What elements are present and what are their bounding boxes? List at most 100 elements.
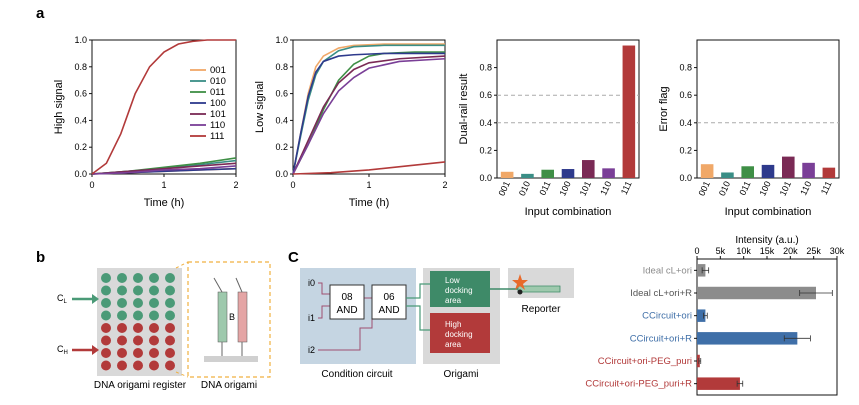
category-label: CCircuit+ori (642, 311, 692, 322)
gate-06-and (371, 284, 407, 320)
category-label: Ideal cL+ori (643, 265, 692, 276)
series-line-100 (292, 52, 445, 175)
x-tick-label: 110 (798, 180, 813, 197)
hbar (697, 286, 816, 300)
register-dot (117, 360, 127, 371)
register-dot (101, 323, 111, 333)
legend-label: 101 (210, 109, 226, 120)
register-dot (133, 360, 143, 371)
y-tick-label: 0.0 (74, 169, 87, 179)
x-tick-label: 001 (497, 180, 512, 198)
register-background (97, 268, 182, 376)
bar-010 (721, 172, 734, 178)
y-tick-label: 0.4 (679, 118, 692, 128)
x-tick-label: 001 (697, 180, 712, 198)
bar-101 (581, 160, 595, 178)
register-dot (101, 360, 111, 371)
register-dot (149, 273, 159, 283)
bar-101 (781, 156, 795, 178)
bar-001 (700, 164, 714, 178)
category-label: Ideal cL+ori+R (630, 288, 692, 299)
register-dot (133, 348, 143, 358)
svg-text:docking: docking (445, 330, 473, 339)
y-axis-label: Low signal (254, 81, 266, 133)
reporter-label: Reporter (522, 304, 562, 315)
register-dot (165, 335, 175, 346)
series-line-010 (292, 44, 445, 175)
panel-b: CL CH B DNA origami register DNA origami (57, 261, 271, 391)
x-tick-label: 20k (783, 246, 798, 256)
register-dot (117, 323, 127, 333)
bar-011 (741, 166, 755, 178)
bar-110 (602, 168, 615, 178)
y-tick-label: 0.6 (679, 90, 692, 100)
register-dot (117, 310, 127, 321)
x-tick-label: 25k (806, 246, 821, 256)
dual-rail-chart: 0.0 0.2 0.4 0.6 0.8 001 010 011 100 101 110 111 Inpu… (458, 39, 640, 218)
register-dot (133, 335, 143, 346)
panel-letter-c: C (288, 249, 299, 266)
bar-011 (541, 169, 555, 178)
y-tick-label: 1.0 (275, 35, 288, 45)
y-tick-label: 0.8 (479, 63, 492, 73)
legend-label: 100 (210, 98, 226, 109)
y-tick-label: 0.4 (479, 118, 492, 128)
y-tick-label: 0.2 (275, 142, 288, 152)
b-label: B (229, 312, 235, 322)
hbar (697, 377, 740, 390)
legend-label: 110 (210, 120, 225, 131)
x-tick-label: 010 (517, 180, 532, 198)
x-tick-label: 5k (716, 246, 726, 256)
x-tick-label: 011 (737, 180, 752, 197)
low-docking-area (430, 271, 490, 307)
x-tick-label: 2 (442, 180, 447, 190)
input-i0: i0 (308, 278, 315, 288)
bar-111 (622, 45, 636, 178)
x-tick-label: 111 (819, 180, 834, 197)
register-label: DNA origami register (94, 380, 187, 391)
register-dot (133, 323, 143, 333)
y-tick-label: 0.2 (679, 145, 692, 155)
panel-c: i0 i1 i2 08 AND 06 AND Low docking area … (300, 268, 574, 380)
series-line-110 (292, 57, 446, 175)
series-line-111 (91, 39, 236, 175)
panel-letter-a: a (36, 5, 45, 22)
x-axis-label: Input combination (525, 206, 612, 218)
red-strand (237, 291, 248, 343)
hbar (697, 332, 798, 345)
series-line-110 (91, 165, 237, 175)
x-tick-label: 011 (537, 180, 552, 197)
svg-text:area: area (445, 296, 462, 305)
y-tick-label: 0.2 (479, 145, 492, 155)
origami-label: DNA origami (201, 380, 257, 391)
high-docking-area (430, 313, 490, 353)
bar-100 (761, 164, 775, 178)
y-tick-label: 1.0 (74, 35, 87, 45)
x-tick-label: 0 (89, 180, 94, 190)
x-axis-label: Input combination (725, 206, 812, 218)
category-label: CCircuit+ori+R (630, 333, 692, 344)
high-signal-chart: 0.0 0.2 0.4 0.6 0.8 1.0 0 1 2 Time (h) High signal (53, 35, 239, 209)
x-tick-label: 1 (366, 180, 371, 190)
register-dot (149, 285, 159, 296)
legend-label: 001 (210, 65, 226, 76)
series-line-101 (91, 162, 237, 175)
register-dot (117, 335, 127, 346)
y-tick-label: 0.0 (275, 169, 288, 179)
origami-label-c: Origami (443, 369, 478, 380)
register-dot (133, 298, 143, 308)
y-tick-label: 0.8 (74, 62, 87, 72)
plot-frame (696, 39, 840, 179)
bar-001 (500, 171, 514, 178)
legend-label: 010 (210, 76, 226, 87)
register-dot (117, 348, 127, 358)
x-axis-label: Time (h) (144, 197, 185, 209)
y-axis-label: High signal (53, 80, 65, 134)
category-label: CCircuit+ori-PEG_puri+R (585, 379, 692, 390)
register-dot (149, 360, 159, 371)
register-dot (101, 335, 111, 346)
bar-110 (802, 162, 815, 178)
register-dot (149, 348, 159, 358)
